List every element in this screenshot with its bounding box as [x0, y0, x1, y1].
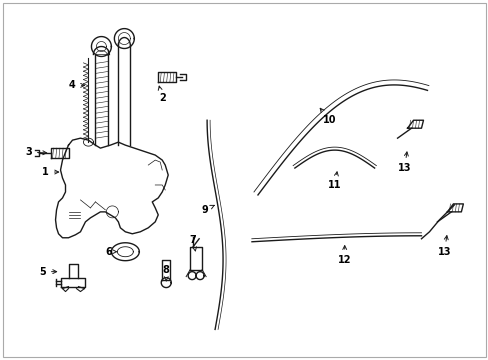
Text: 5: 5: [39, 267, 57, 276]
Text: 9: 9: [202, 205, 214, 215]
Text: 6: 6: [105, 247, 117, 257]
Text: 13: 13: [437, 236, 450, 257]
Text: 12: 12: [337, 246, 351, 265]
Text: 13: 13: [397, 152, 410, 173]
Text: 3: 3: [25, 147, 46, 157]
Text: 7: 7: [189, 235, 196, 251]
Text: 1: 1: [42, 167, 59, 177]
Text: 10: 10: [320, 108, 336, 125]
Text: 8: 8: [163, 265, 169, 281]
Text: 11: 11: [327, 172, 341, 190]
Text: 2: 2: [158, 86, 165, 103]
Text: 4: 4: [69, 80, 84, 90]
